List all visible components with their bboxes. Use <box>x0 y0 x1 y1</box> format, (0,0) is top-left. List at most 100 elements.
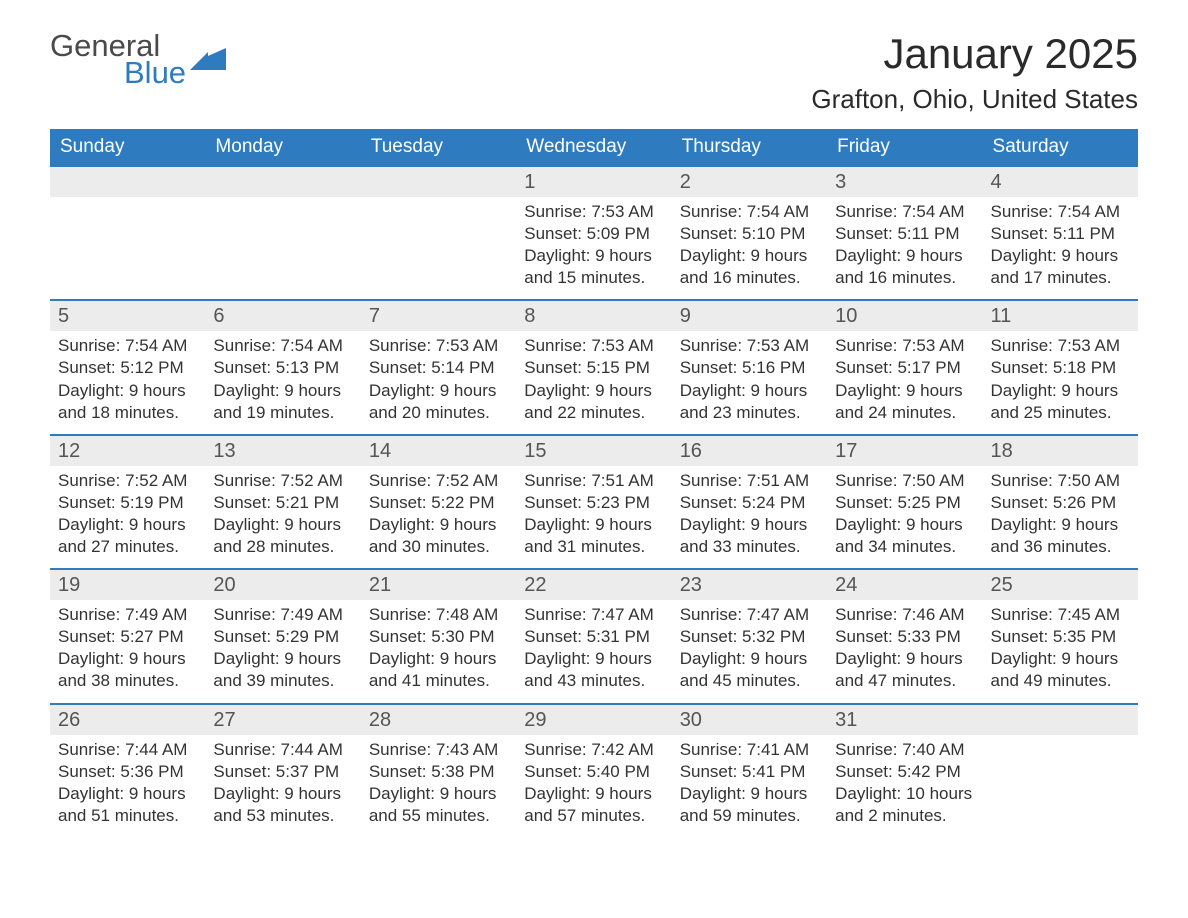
day-header: Saturday <box>983 129 1138 166</box>
day-body: Sunrise: 7:44 AMSunset: 5:37 PMDaylight:… <box>205 735 360 837</box>
calendar-day-cell: 9Sunrise: 7:53 AMSunset: 5:16 PMDaylight… <box>672 300 827 434</box>
sunset-line: Sunset: 5:15 PM <box>524 357 663 379</box>
day-body: Sunrise: 7:49 AMSunset: 5:27 PMDaylight:… <box>50 600 205 702</box>
calendar-day-cell: 21Sunrise: 7:48 AMSunset: 5:30 PMDayligh… <box>361 569 516 703</box>
sunset-line: Sunset: 5:11 PM <box>835 223 974 245</box>
daylight-line: Daylight: 9 hours and 34 minutes. <box>835 514 974 558</box>
sunrise-line: Sunrise: 7:47 AM <box>680 604 819 626</box>
day-number: 18 <box>983 436 1138 466</box>
day-body: Sunrise: 7:46 AMSunset: 5:33 PMDaylight:… <box>827 600 982 702</box>
sunset-line: Sunset: 5:33 PM <box>835 626 974 648</box>
calendar-day-cell: 11Sunrise: 7:53 AMSunset: 5:18 PMDayligh… <box>983 300 1138 434</box>
header: General Blue January 2025 Grafton, Ohio,… <box>50 30 1138 129</box>
day-body: Sunrise: 7:52 AMSunset: 5:19 PMDaylight:… <box>50 466 205 568</box>
day-body: Sunrise: 7:53 AMSunset: 5:09 PMDaylight:… <box>516 197 671 299</box>
day-number: 16 <box>672 436 827 466</box>
calendar-day-cell <box>50 166 205 300</box>
day-body: Sunrise: 7:50 AMSunset: 5:25 PMDaylight:… <box>827 466 982 568</box>
sunrise-line: Sunrise: 7:53 AM <box>524 201 663 223</box>
day-body: Sunrise: 7:50 AMSunset: 5:26 PMDaylight:… <box>983 466 1138 568</box>
day-number: 17 <box>827 436 982 466</box>
day-body: Sunrise: 7:53 AMSunset: 5:16 PMDaylight:… <box>672 331 827 433</box>
day-number: 10 <box>827 301 982 331</box>
day-header: Wednesday <box>516 129 671 166</box>
day-header: Thursday <box>672 129 827 166</box>
calendar-day-cell <box>205 166 360 300</box>
sunrise-line: Sunrise: 7:50 AM <box>835 470 974 492</box>
calendar-day-cell: 13Sunrise: 7:52 AMSunset: 5:21 PMDayligh… <box>205 435 360 569</box>
day-body: Sunrise: 7:54 AMSunset: 5:10 PMDaylight:… <box>672 197 827 299</box>
day-number <box>205 167 360 197</box>
day-number <box>50 167 205 197</box>
calendar-day-cell: 14Sunrise: 7:52 AMSunset: 5:22 PMDayligh… <box>361 435 516 569</box>
day-body: Sunrise: 7:51 AMSunset: 5:24 PMDaylight:… <box>672 466 827 568</box>
calendar-week: 12Sunrise: 7:52 AMSunset: 5:19 PMDayligh… <box>50 435 1138 569</box>
daylight-line: Daylight: 9 hours and 33 minutes. <box>680 514 819 558</box>
day-body: Sunrise: 7:40 AMSunset: 5:42 PMDaylight:… <box>827 735 982 837</box>
day-number: 21 <box>361 570 516 600</box>
sunrise-line: Sunrise: 7:48 AM <box>369 604 508 626</box>
day-body: Sunrise: 7:41 AMSunset: 5:41 PMDaylight:… <box>672 735 827 837</box>
day-number: 7 <box>361 301 516 331</box>
day-number: 15 <box>516 436 671 466</box>
sunset-line: Sunset: 5:37 PM <box>213 761 352 783</box>
day-body: Sunrise: 7:43 AMSunset: 5:38 PMDaylight:… <box>361 735 516 837</box>
day-body: Sunrise: 7:42 AMSunset: 5:40 PMDaylight:… <box>516 735 671 837</box>
calendar-week: 26Sunrise: 7:44 AMSunset: 5:36 PMDayligh… <box>50 704 1138 837</box>
day-number: 14 <box>361 436 516 466</box>
daylight-line: Daylight: 9 hours and 53 minutes. <box>213 783 352 827</box>
calendar-day-cell <box>361 166 516 300</box>
sunrise-line: Sunrise: 7:43 AM <box>369 739 508 761</box>
sunrise-line: Sunrise: 7:42 AM <box>524 739 663 761</box>
day-number: 11 <box>983 301 1138 331</box>
daylight-line: Daylight: 9 hours and 28 minutes. <box>213 514 352 558</box>
calendar-day-cell: 1Sunrise: 7:53 AMSunset: 5:09 PMDaylight… <box>516 166 671 300</box>
sunset-line: Sunset: 5:23 PM <box>524 492 663 514</box>
daylight-line: Daylight: 9 hours and 59 minutes. <box>680 783 819 827</box>
calendar-day-cell: 3Sunrise: 7:54 AMSunset: 5:11 PMDaylight… <box>827 166 982 300</box>
day-number: 27 <box>205 705 360 735</box>
logo: General Blue <box>50 30 226 88</box>
calendar-day-cell: 7Sunrise: 7:53 AMSunset: 5:14 PMDaylight… <box>361 300 516 434</box>
sunset-line: Sunset: 5:22 PM <box>369 492 508 514</box>
sunset-line: Sunset: 5:27 PM <box>58 626 197 648</box>
day-number: 12 <box>50 436 205 466</box>
sunrise-line: Sunrise: 7:53 AM <box>835 335 974 357</box>
sunset-line: Sunset: 5:36 PM <box>58 761 197 783</box>
calendar-day-cell: 17Sunrise: 7:50 AMSunset: 5:25 PMDayligh… <box>827 435 982 569</box>
day-number <box>983 705 1138 735</box>
day-number: 19 <box>50 570 205 600</box>
daylight-line: Daylight: 9 hours and 38 minutes. <box>58 648 197 692</box>
sunset-line: Sunset: 5:10 PM <box>680 223 819 245</box>
sunrise-line: Sunrise: 7:54 AM <box>680 201 819 223</box>
day-body: Sunrise: 7:53 AMSunset: 5:18 PMDaylight:… <box>983 331 1138 433</box>
calendar-day-cell: 23Sunrise: 7:47 AMSunset: 5:32 PMDayligh… <box>672 569 827 703</box>
sunset-line: Sunset: 5:32 PM <box>680 626 819 648</box>
day-body: Sunrise: 7:53 AMSunset: 5:17 PMDaylight:… <box>827 331 982 433</box>
sunset-line: Sunset: 5:38 PM <box>369 761 508 783</box>
day-body: Sunrise: 7:52 AMSunset: 5:21 PMDaylight:… <box>205 466 360 568</box>
daylight-line: Daylight: 9 hours and 15 minutes. <box>524 245 663 289</box>
sunset-line: Sunset: 5:42 PM <box>835 761 974 783</box>
sunset-line: Sunset: 5:21 PM <box>213 492 352 514</box>
day-number: 6 <box>205 301 360 331</box>
sunrise-line: Sunrise: 7:49 AM <box>213 604 352 626</box>
calendar-day-cell: 18Sunrise: 7:50 AMSunset: 5:26 PMDayligh… <box>983 435 1138 569</box>
day-body: Sunrise: 7:49 AMSunset: 5:29 PMDaylight:… <box>205 600 360 702</box>
sunrise-line: Sunrise: 7:44 AM <box>58 739 197 761</box>
sunset-line: Sunset: 5:12 PM <box>58 357 197 379</box>
sunset-line: Sunset: 5:19 PM <box>58 492 197 514</box>
sunset-line: Sunset: 5:17 PM <box>835 357 974 379</box>
daylight-line: Daylight: 9 hours and 49 minutes. <box>991 648 1130 692</box>
day-number: 3 <box>827 167 982 197</box>
sunrise-line: Sunrise: 7:52 AM <box>58 470 197 492</box>
day-number: 24 <box>827 570 982 600</box>
day-body: Sunrise: 7:44 AMSunset: 5:36 PMDaylight:… <box>50 735 205 837</box>
sunset-line: Sunset: 5:41 PM <box>680 761 819 783</box>
calendar-week: 19Sunrise: 7:49 AMSunset: 5:27 PMDayligh… <box>50 569 1138 703</box>
daylight-line: Daylight: 9 hours and 36 minutes. <box>991 514 1130 558</box>
day-header-row: SundayMondayTuesdayWednesdayThursdayFrid… <box>50 129 1138 166</box>
day-number: 5 <box>50 301 205 331</box>
calendar-day-cell: 8Sunrise: 7:53 AMSunset: 5:15 PMDaylight… <box>516 300 671 434</box>
sunrise-line: Sunrise: 7:53 AM <box>680 335 819 357</box>
